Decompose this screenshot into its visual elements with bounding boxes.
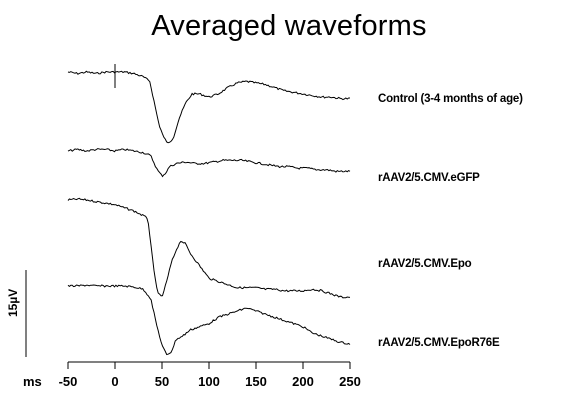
trace-label-epo: rAAV2/5.CMV.Epo <box>378 258 472 270</box>
scale-bar-label: 15µV <box>6 288 20 317</box>
x-tick-label-150: 150 <box>245 374 267 389</box>
x-axis-ticks: -50 0 50 100 150 200 250 <box>59 362 361 389</box>
x-tick-label-250: 250 <box>339 374 361 389</box>
trace-label-egfp: rAAV2/5.CMV.eGFP <box>378 172 480 184</box>
trace-label-epor76e: rAAV2/5.CMV.EpoR76E <box>378 337 500 349</box>
x-axis: -50 0 50 100 150 200 250 <box>59 361 361 389</box>
x-tick-label--50: -50 <box>59 374 78 389</box>
trace-label-control: Control (3-4 months of age) <box>378 93 523 105</box>
waveform-trace-control <box>67 70 350 144</box>
chart-title: Averaged waveforms <box>151 10 427 42</box>
x-tick-label-0: 0 <box>111 374 118 389</box>
waveform-trace-epor76e <box>67 284 351 356</box>
x-tick-label-100: 100 <box>198 374 220 389</box>
waveform-trace-egfp <box>67 148 351 178</box>
x-tick-label-50: 50 <box>155 374 169 389</box>
waveform-trace-epo <box>67 197 351 299</box>
waveform-traces <box>67 70 351 356</box>
x-tick-label-200: 200 <box>292 374 314 389</box>
x-axis-unit-label: ms <box>23 374 42 389</box>
